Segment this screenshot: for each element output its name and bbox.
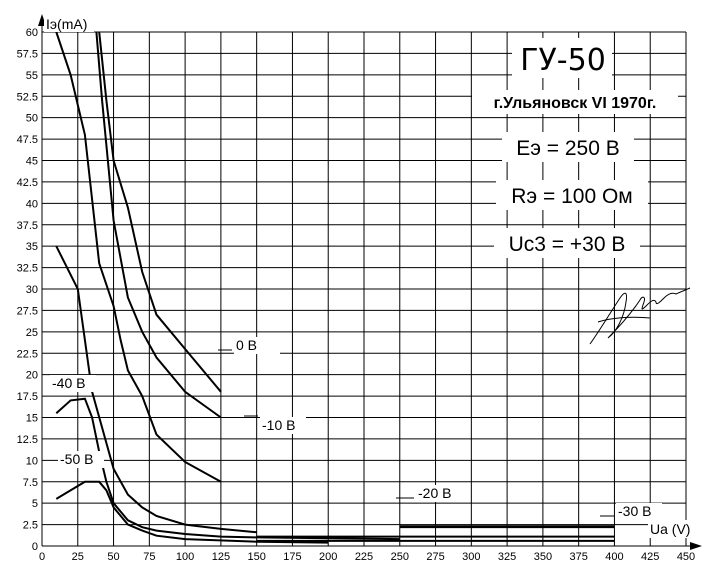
series-label-background bbox=[616, 503, 662, 520]
series-label: 0 В bbox=[236, 337, 257, 353]
x-tick-label: 50 bbox=[107, 551, 119, 563]
y-tick-label: 5 bbox=[32, 498, 38, 510]
param-re: Rэ = 100 Ом bbox=[511, 185, 632, 208]
series-label: -40 В bbox=[52, 375, 85, 391]
x-tick-label: 300 bbox=[462, 551, 480, 563]
param-ee: Eэ = 250 В bbox=[516, 137, 620, 160]
y-tick-label: 57.5 bbox=[17, 48, 38, 60]
x-tick-label: 150 bbox=[247, 551, 265, 563]
signature bbox=[589, 287, 691, 345]
series-curve-0 bbox=[95, 31, 222, 419]
y-tick-label: 12.5 bbox=[17, 434, 38, 446]
y-tick-label: 0 bbox=[32, 541, 38, 553]
y-tick-label: 35 bbox=[26, 241, 38, 253]
y-tick-label: 25 bbox=[26, 327, 38, 339]
x-tick-label: 275 bbox=[426, 551, 444, 563]
param-2-background bbox=[496, 180, 648, 210]
tick-labels: 0 25 50 75 100 125 150 175 200 225 250 275 300 325 350… bbox=[17, 27, 696, 563]
y-tick-label: 55 bbox=[26, 70, 38, 82]
series-curve-2 bbox=[55, 31, 222, 483]
x-tick-label: 325 bbox=[498, 551, 516, 563]
chart-subtitle: г.Ульяновск VI 1970г. bbox=[494, 95, 657, 112]
y-tick-label: 17.5 bbox=[17, 391, 38, 403]
xlabel-background bbox=[648, 520, 700, 538]
chart-title: ГУ-50 bbox=[520, 43, 606, 78]
y-tick-label: 47.5 bbox=[17, 134, 38, 146]
series-label-background bbox=[416, 485, 462, 502]
x-tick-label: 250 bbox=[391, 551, 409, 563]
series-curve-5 bbox=[55, 480, 329, 544]
x-tick-label: 350 bbox=[534, 551, 552, 563]
series-label-background bbox=[260, 417, 306, 434]
y-tick-label: 37.5 bbox=[17, 220, 38, 232]
y-tick-label: 15 bbox=[26, 413, 38, 425]
y-tick-label: 32.5 bbox=[17, 263, 38, 275]
x-tick-label: 225 bbox=[355, 551, 373, 563]
x-tick-label: 400 bbox=[605, 551, 623, 563]
ylabel-background bbox=[44, 16, 94, 32]
y-tick-label: 42.5 bbox=[17, 177, 38, 189]
curves bbox=[55, 31, 615, 544]
series-label: -20 В bbox=[418, 485, 451, 501]
y-tick-label: 50 bbox=[26, 113, 38, 125]
y-tick-label: 45 bbox=[26, 156, 38, 168]
y-axis-label: Iэ(mA) bbox=[46, 16, 87, 32]
series-label-background bbox=[50, 375, 96, 392]
x-tick-label: 100 bbox=[176, 551, 194, 563]
x-tick-label: 0 bbox=[39, 551, 45, 563]
x-tick-label: 425 bbox=[641, 551, 659, 563]
series-curve-1 bbox=[98, 31, 222, 393]
x-tick-label: 25 bbox=[72, 551, 84, 563]
y-tick-label: 7.5 bbox=[23, 477, 38, 489]
y-tick-label: 22.5 bbox=[17, 348, 38, 360]
param-1-background bbox=[502, 132, 634, 162]
series-label-background bbox=[58, 451, 104, 468]
x-tick-label: 75 bbox=[143, 551, 155, 563]
series-label: -50 В bbox=[60, 451, 93, 467]
series-curve-4 bbox=[55, 397, 400, 541]
series-curve-3 bbox=[55, 245, 257, 534]
series-label: -30 В bbox=[618, 503, 651, 519]
subtitle-background bbox=[472, 90, 678, 114]
y-tick-label: 30 bbox=[26, 284, 38, 296]
y-tick-label: 40 bbox=[26, 198, 38, 210]
series-label-background bbox=[234, 337, 280, 354]
x-tick-label: 175 bbox=[283, 551, 301, 563]
x-tick-label: 200 bbox=[319, 551, 337, 563]
y-tick-label: 10 bbox=[26, 455, 38, 467]
y-tick-label: 52.5 bbox=[17, 91, 38, 103]
title-background bbox=[512, 38, 612, 78]
y-tick-label: 60 bbox=[26, 27, 38, 39]
param-3-background bbox=[494, 228, 640, 258]
x-axis-arrow bbox=[690, 542, 702, 550]
x-tick-label: 375 bbox=[569, 551, 587, 563]
series-labels: 0 В -10 В -20 В -30 В -40 В -50 В bbox=[50, 337, 662, 520]
y-tick-label: 2.5 bbox=[23, 520, 38, 532]
x-tick-label: 125 bbox=[212, 551, 230, 563]
y-tick-label: 27.5 bbox=[17, 305, 38, 317]
series-label: -10 В bbox=[262, 417, 295, 433]
x-axis-label: Ua (V) bbox=[650, 521, 690, 537]
x-tick-label: 450 bbox=[677, 551, 695, 563]
param-uc3: Uc3 = +30 В bbox=[509, 233, 626, 256]
y-tick-label: 20 bbox=[26, 370, 38, 382]
